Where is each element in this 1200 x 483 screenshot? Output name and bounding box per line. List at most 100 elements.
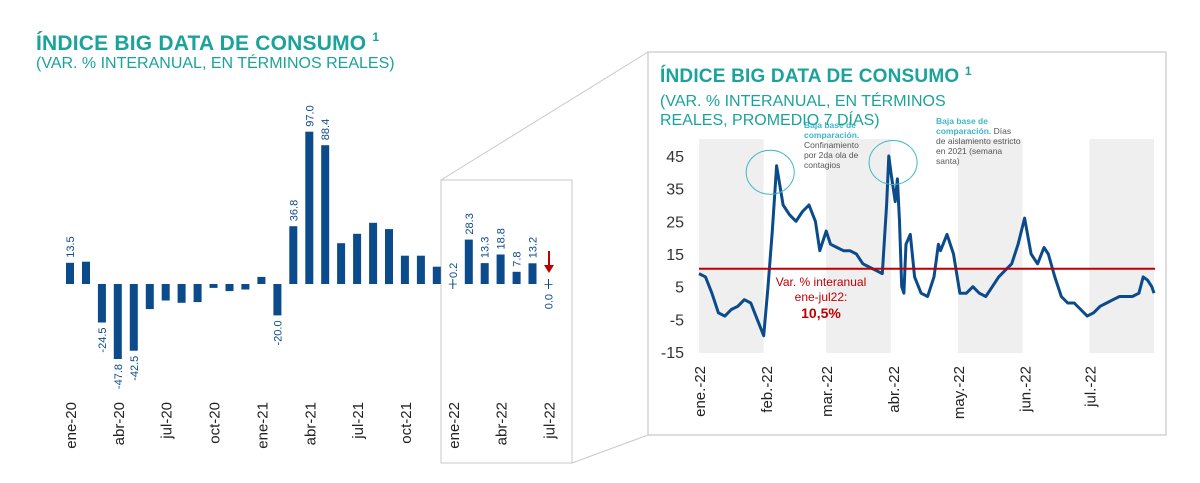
bar-oct-21 (400, 255, 409, 284)
data-label-ene-20: 13.5 (65, 236, 77, 257)
bar-may-20 (129, 284, 138, 351)
y-tick-5: -5 (670, 312, 684, 329)
bar-mar-21 (289, 226, 298, 284)
left-chart-title-text: ÍNDICE BIG DATA DE CONSUMO (36, 32, 367, 55)
bar-jul-21 (353, 233, 362, 284)
data-label-feb-22: 28.3 (464, 213, 476, 234)
bar-abr-21 (305, 131, 314, 284)
bar-jun-21 (337, 243, 346, 284)
x-tick-oct-21: oct-21 (398, 402, 415, 444)
bar-ene-21 (257, 276, 266, 284)
bar-mar-20 (97, 284, 106, 323)
x-tick-jul-21: jul-21 (350, 402, 367, 440)
reference-label-line1: Var. % interanual (776, 275, 867, 289)
highlight-circles (745, 140, 918, 195)
data-label-feb-21: -20.0 (272, 320, 284, 345)
x-tick-abr-22: abr-22 (494, 402, 511, 445)
bar-sep-21 (385, 229, 393, 285)
down-arrow-head (544, 265, 554, 273)
bar-feb-22 (464, 239, 473, 284)
annotation-2-text-line3: en 2021 (semana (936, 146, 1002, 156)
bar-abr-20 (113, 284, 122, 359)
y-tick-5: 5 (675, 280, 684, 297)
annotation-2-text-line1: Días (994, 126, 1011, 136)
shaded-period-4 (1089, 139, 1154, 353)
right-line-chart: 45 35 25 15 5 -5 -15 ene.-22 feb.-22 mar.-22 abr.… (661, 116, 1156, 419)
x-tick-ene-22: ene-22 (446, 402, 463, 449)
x-tick-jul-20: jul-20 (159, 402, 176, 440)
series-line-consumo (698, 154, 1156, 338)
left-chart-title: ÍNDICE BIG DATA DE CONSUMO 1 (36, 30, 379, 56)
bar-may-21 (321, 145, 330, 284)
bar-ago-20 (177, 284, 186, 303)
x-tick-abr-20: abr-20 (111, 402, 128, 445)
bar-ago-21 (369, 222, 378, 284)
bar-dic-20 (241, 284, 250, 290)
x-tick-abr-21: abr-21 (302, 402, 319, 445)
bar-oct-20 (209, 284, 218, 288)
annotation-confinamiento: Baja base de comparación. Confinamiento … (804, 120, 859, 170)
data-label-mar-22: 13.3 (480, 237, 492, 258)
bar-ene-20 (66, 262, 74, 284)
right-chart-title: ÍNDICE BIG DATA DE CONSUMO 1 (660, 64, 972, 88)
data-label-may-21: 88.4 (320, 119, 332, 140)
data-label-may-20: -42.5 (129, 356, 141, 381)
data-label-ene-22: 0.2 (448, 263, 460, 278)
annotation-2-bold-line1: Baja base de (936, 116, 988, 126)
x-tick-may-22: may.-22 (951, 366, 968, 419)
annotation-1-text-line2: por 2da ola de (804, 150, 859, 160)
left-data-labels-group: 13.5 -24.5 -47.8 -42.5 -20.0 36.8 97.0 88.4 0.2 2… (65, 105, 556, 389)
bar-jun-20 (145, 284, 154, 310)
bar-jun-22 (528, 263, 537, 284)
annotation-2-text-line2: de aislamiento estricto (936, 136, 1021, 146)
zoom-connector-top-line (440, 51, 649, 181)
bar-abr-22 (496, 254, 505, 284)
x-tick-jul-22: jul-22 (542, 402, 559, 440)
annotation-1-text-line3: contagios (804, 160, 840, 170)
bar-dic-21 (432, 266, 441, 284)
right-chart-title-footnote: 1 (964, 64, 972, 78)
right-shaded-periods (699, 139, 1154, 353)
data-label-mar-21: 36.8 (288, 200, 300, 221)
data-label-abr-21: 97.0 (304, 105, 316, 126)
shaded-period-3 (957, 139, 1023, 353)
y-tick-45: 45 (666, 149, 684, 166)
shaded-period-1 (699, 139, 764, 353)
x-tick-jul-22: jul.-22 (1082, 366, 1099, 408)
annotation-1-bold-line2: comparación. (804, 130, 859, 140)
reference-value-label: 10,5% (801, 305, 841, 321)
left-x-axis-ticks: ene-20 abr-20 jul-20 oct-20 ene-21 abr-21 jul-… (63, 402, 559, 449)
left-bar-chart: 13.5 -24.5 -47.8 -42.5 -20.0 36.8 97.0 88.4 0.2 2… (63, 105, 559, 448)
bar-mar-22 (480, 263, 489, 284)
left-bars-group (66, 131, 553, 359)
right-chart-subtitle: (VAR. % INTERANUAL, EN TÉRMINOS REALES, … (660, 93, 946, 129)
y-tick-35: 35 (666, 182, 684, 199)
bar-nov-20 (225, 284, 234, 292)
right-x-axis-ticks: ene.-22 feb.-22 mar.-22 abr.-22 may.-22 jun.-… (692, 366, 1099, 419)
down-arrow-annotation (544, 251, 554, 273)
x-tick-oct-20: oct-20 (207, 402, 224, 444)
x-tick-ene-21: ene-21 (254, 402, 271, 449)
y-tick-25: 25 (666, 214, 684, 231)
bar-nov-21 (416, 255, 425, 284)
x-tick-mar-22: mar.-22 (819, 366, 836, 417)
annotation-semana-santa: Baja base de comparación. Días de aislam… (936, 116, 1021, 166)
annotation-2-text-line4: santa) (936, 156, 960, 166)
annotation-1-text-line1: Confinamiento (804, 140, 859, 150)
right-chart-title-text: ÍNDICE BIG DATA DE CONSUMO (660, 66, 960, 87)
annotation-2-line2: comparación. Días (936, 126, 1011, 136)
x-tick-jun-22: jun.-22 (1018, 366, 1035, 413)
highlight-circle-2 (868, 140, 918, 185)
zoom-source-frame (440, 179, 573, 464)
x-tick-ene-20: ene-20 (63, 402, 80, 449)
bar-jul-20 (161, 284, 170, 301)
x-tick-ene-22: ene.-22 (692, 366, 709, 417)
y-tick-15: 15 (666, 247, 684, 264)
annotation-1-bold-line1: Baja base de (804, 120, 856, 130)
data-label-abr-22: 18.8 (496, 228, 508, 249)
data-label-abr-20: -47.8 (113, 364, 125, 389)
bar-feb-20 (82, 261, 90, 284)
bar-sep-20 (193, 284, 202, 303)
right-y-axis-ticks: 45 35 25 15 5 -5 -15 (661, 149, 684, 362)
